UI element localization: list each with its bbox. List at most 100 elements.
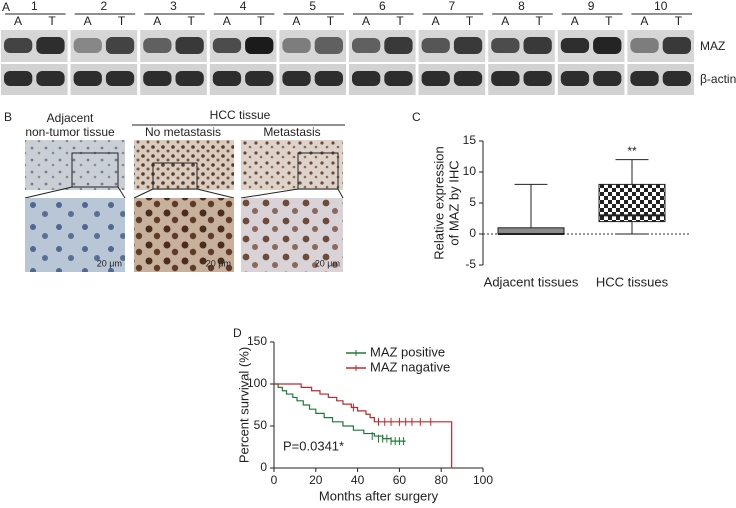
y-tick-label: 5 (469, 195, 476, 209)
band (384, 37, 413, 54)
group-label: Adjacent (47, 111, 94, 125)
lane-sublabel: T (188, 14, 196, 28)
tissue-zoom (241, 198, 343, 272)
survival-curve (274, 383, 406, 442)
scale-bar: 20 μm (97, 258, 122, 268)
lane-label: 4 (240, 0, 247, 13)
significance: ** (627, 144, 637, 158)
x-tick-label: 80 (435, 473, 449, 487)
y-tick-label: -5 (465, 257, 476, 271)
lane-sublabel: T (536, 14, 544, 28)
band (73, 38, 102, 53)
y-axis-label: Relative expression (431, 146, 446, 259)
band (4, 38, 33, 53)
panel-label: A (2, 0, 10, 14)
lane-sublabel: T (466, 14, 474, 28)
x-tick-label: Adjacent tissues (484, 274, 579, 289)
y-tick-label: 15 (463, 133, 477, 147)
band (523, 71, 552, 86)
group-label: non-tumor tissue (25, 125, 115, 139)
lane-sublabel: T (257, 14, 265, 28)
y-axis-label: of MAZ by IHC (446, 160, 461, 245)
band (143, 71, 172, 86)
lane-sublabel: T (675, 14, 683, 28)
x-tick-label: 100 (473, 473, 493, 487)
band (491, 71, 520, 86)
p-value: P=0.0341* (283, 438, 344, 453)
y-tick-label: 0 (469, 226, 476, 240)
x-tick-label: 20 (309, 473, 323, 487)
band (593, 37, 622, 54)
band (105, 37, 135, 54)
band (175, 37, 204, 54)
survival-curve (274, 383, 453, 468)
band (212, 38, 242, 53)
band (384, 71, 413, 86)
y-tick-label: 100 (247, 376, 267, 390)
lane-sublabel: A (501, 14, 509, 28)
band (352, 71, 381, 86)
band (105, 71, 135, 86)
x-tick-label: 0 (271, 473, 278, 487)
band (421, 38, 450, 53)
band (491, 38, 520, 53)
x-axis-label: Months after surgery (319, 488, 439, 503)
y-tick-label: 150 (247, 334, 267, 348)
band (453, 37, 483, 54)
lane-label: 6 (379, 0, 386, 13)
band (421, 71, 450, 86)
lane-label: 8 (518, 0, 525, 13)
scale-bar: 20 μm (206, 258, 231, 268)
lane-sublabel: A (14, 14, 22, 28)
band (245, 37, 274, 54)
band (593, 71, 622, 86)
lane-label: 9 (588, 0, 595, 13)
lane-sublabel: T (605, 14, 613, 28)
tissue-image (241, 140, 343, 190)
lane-sublabel: T (396, 14, 404, 28)
lane-label: 5 (309, 0, 316, 13)
lane-sublabel: A (153, 14, 161, 28)
tissue-image (134, 140, 234, 190)
lane-label: 1 (31, 0, 38, 13)
x-tick-label: 60 (393, 473, 407, 487)
lane-label: 2 (101, 0, 108, 13)
band (453, 71, 483, 86)
band (560, 38, 590, 53)
band (245, 71, 274, 86)
group-label: No metastasis (145, 125, 221, 139)
tissue-zoom (25, 198, 125, 272)
band (143, 38, 172, 53)
lane-sublabel: A (292, 14, 300, 28)
x-tick-label: HCC tissues (596, 274, 669, 289)
lane-sublabel: T (48, 14, 56, 28)
panel-label: B (4, 110, 12, 124)
y-axis-label: Percent survival (%) (236, 347, 251, 463)
lane-label: 7 (449, 0, 456, 13)
panel-b: B Adjacent non-tumor tissue HCC tissue N… (4, 108, 345, 272)
lane-sublabel: A (640, 14, 648, 28)
band (282, 38, 311, 53)
band (352, 38, 381, 53)
band (314, 71, 343, 86)
band (73, 71, 102, 86)
x-tick-label: 40 (351, 473, 365, 487)
lane-sublabel: T (118, 14, 126, 28)
y-tick-label: 50 (254, 418, 268, 432)
zoom-box (297, 152, 339, 190)
lane-sublabel: A (571, 14, 579, 28)
legend-label: MAZ positive (370, 344, 445, 359)
zoom-box (71, 152, 119, 188)
zoom-box (152, 162, 198, 190)
panel-a: A MAZ β-actin 1A T2A T3A T4A T5A T6A T7A T8A T9A… (1, 0, 736, 95)
band (4, 71, 33, 86)
band (175, 71, 204, 86)
band (560, 71, 590, 86)
lane-sublabel: A (432, 14, 440, 28)
lane-label: 10 (654, 0, 668, 13)
blot-label: β-actin (700, 72, 736, 86)
band (630, 38, 659, 53)
panel-label: D (233, 326, 242, 340)
